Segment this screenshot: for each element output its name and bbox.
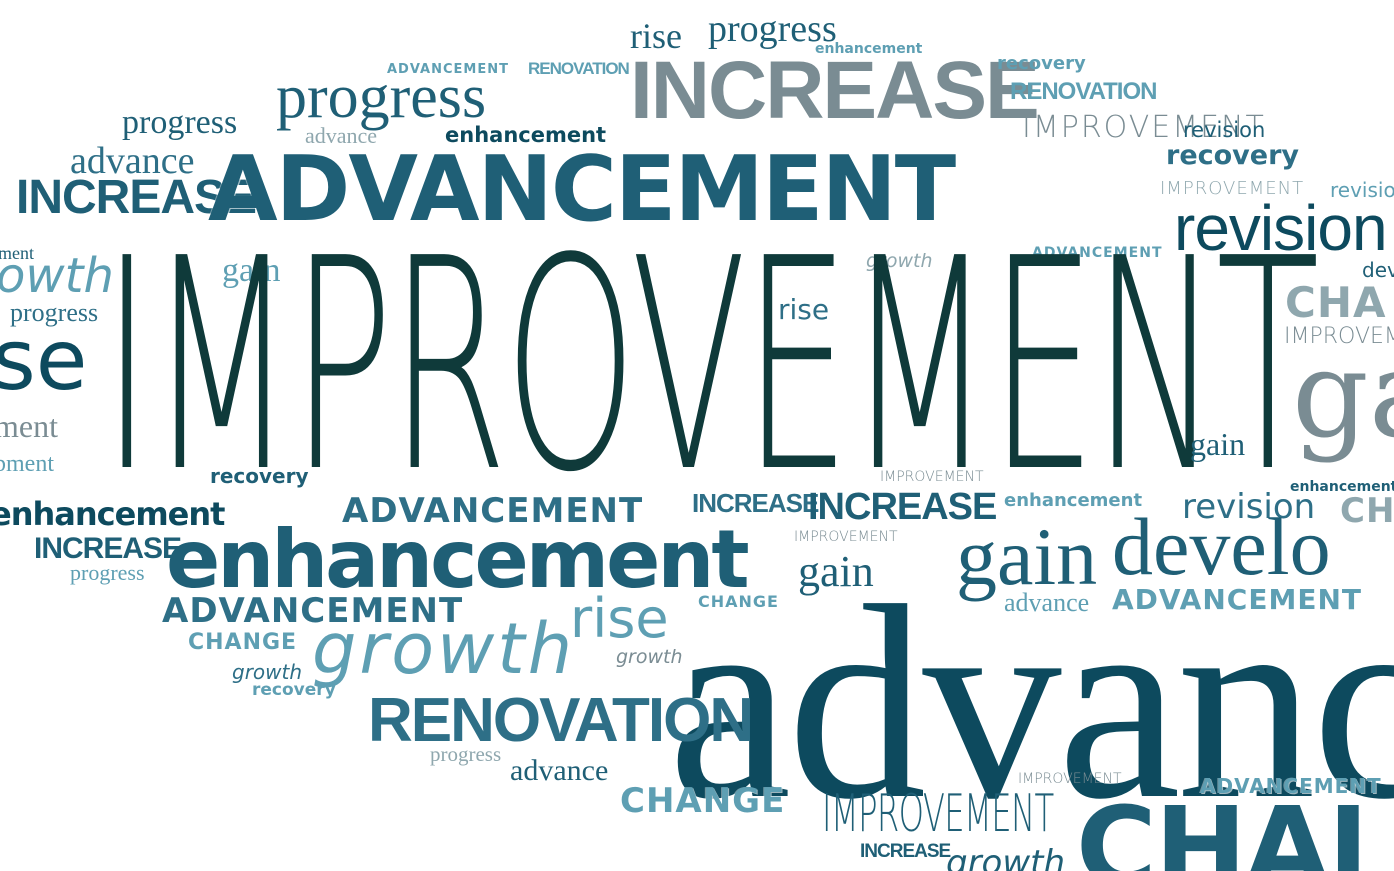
word-recovery: recovery (1166, 140, 1300, 171)
word-advancement: ADVANCEMENT (208, 137, 956, 242)
word-revision: revision (1330, 178, 1394, 202)
word-enhancement: enhancement (815, 41, 923, 57)
word-growth: growth (946, 843, 1066, 871)
word-gain-fragment: ga (1292, 326, 1394, 465)
word-enhancement: enhancement (0, 495, 225, 533)
word-advance-large: advanc (668, 549, 1394, 857)
word-rise: rise (570, 587, 669, 650)
word-progress: progress (430, 742, 502, 766)
word-improvement: IMPROVEMENT (1160, 178, 1305, 199)
word-improvement: IMPROVEMENT (822, 784, 1054, 844)
word-improvement: IMPROVEMENT (794, 529, 898, 545)
word-advance: advance (70, 140, 195, 182)
word-advancement: ADVANCEMENT (1200, 774, 1382, 798)
word-gain: gain (956, 511, 1098, 602)
word-increase: INCREASE (16, 171, 257, 224)
word-ment-fragment: ment (0, 243, 34, 263)
word-ment-fragment: ment (0, 408, 58, 444)
word-revision: revision (1174, 192, 1388, 264)
word-advance: advance (510, 754, 609, 787)
word-renovation: RENOVATION (1010, 78, 1157, 105)
word-renovation: RENOVATION (368, 686, 754, 755)
word-rise: rise (778, 293, 830, 326)
word-change-large-fragment: CHAI (1076, 783, 1369, 871)
word-enhancement: enhancement (445, 123, 607, 147)
word-increase: INCREASE (808, 486, 997, 528)
word-progress: progress (70, 560, 145, 585)
word-advancement: ADVANCEMENT (1112, 583, 1362, 616)
word-improvement: IMPROVEMENT (1022, 110, 1266, 145)
word-increase: INCREASE (692, 488, 819, 518)
word-improvement-large: IMPROVEMENT (102, 196, 1320, 536)
word-change: CHANGE (698, 592, 779, 611)
word-gain: gain (222, 252, 281, 289)
word-progress: progress (10, 298, 99, 327)
word-improvement: IMPROVEMENT (1284, 324, 1394, 349)
word-gain: gain (1190, 426, 1246, 462)
word-advancement: ADVANCEMENT (1032, 245, 1163, 261)
word-growth: growth (866, 250, 933, 272)
word-deve-fragment: deve (1362, 258, 1394, 282)
word-recovery: recovery (252, 680, 336, 700)
word-growth: growth (616, 646, 683, 668)
word-enhancement: enhancement (1004, 490, 1143, 511)
word-increase: INCREASE (34, 532, 182, 565)
word-increase: INCREASE (860, 841, 951, 862)
word-advancement: ADVANCEMENT (387, 62, 509, 77)
word-progress: progress (122, 104, 238, 141)
word-improvement: IMPROVEMENT (1018, 771, 1122, 787)
word-change: CHANGE (620, 781, 786, 821)
word-increase: INCREASE (630, 45, 1040, 136)
word-se-fragment: se (0, 311, 88, 409)
word-growth: growth (232, 660, 303, 684)
word-pment-fragment: pment (0, 451, 54, 477)
word-improvement: IMPROVEMENT (880, 469, 984, 485)
word-progress: progress (708, 8, 837, 50)
word-recovery: recovery (210, 464, 309, 488)
word-growth-fragment: owth (0, 248, 114, 304)
word-develo-fragment: develo (1112, 501, 1331, 592)
word-advance: advance (305, 123, 378, 148)
word-rise: rise (630, 16, 682, 56)
word-change-fragment: CHA (1340, 491, 1394, 531)
word-revision: revision (1183, 118, 1266, 142)
word-revision: revision (1182, 487, 1316, 527)
word-change: CHANGE (188, 630, 298, 655)
word-advance: advance (1004, 588, 1090, 617)
word-renovation: RENOVATION (528, 59, 630, 78)
word-progress: progress (276, 63, 487, 131)
word-recovery: recovery (997, 53, 1086, 74)
word-enhancement: enhancement (1290, 479, 1394, 495)
word-gain: gain (798, 547, 874, 596)
word-advancement: ADVANCEMENT (342, 491, 644, 531)
word-advancement: ADVANCEMENT (162, 591, 464, 631)
word-enhancement-large: enhancement (166, 513, 750, 606)
word-growth-large: growth (312, 608, 576, 690)
word-change-fragment: CHA (1285, 278, 1387, 327)
